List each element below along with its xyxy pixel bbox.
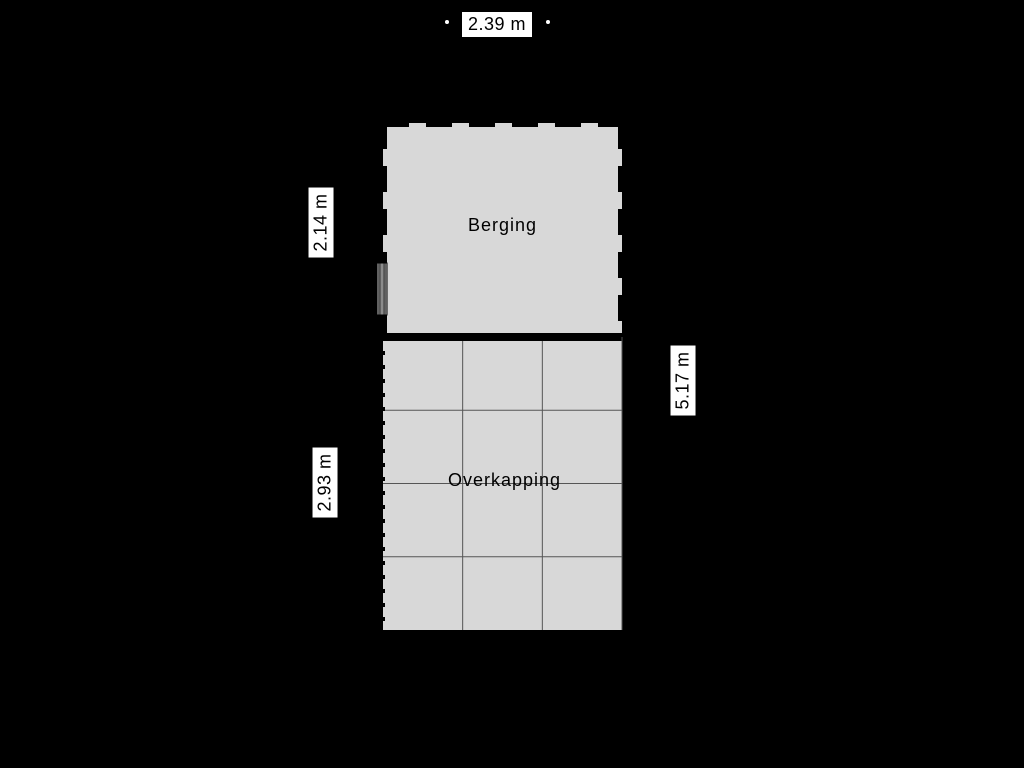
wall-dot: [381, 365, 385, 369]
wall-dot: [381, 435, 385, 439]
wall-dot: [381, 379, 385, 383]
wall-dot: [381, 533, 385, 537]
wall-dot: [381, 589, 385, 593]
wall-dot: [381, 463, 385, 467]
wall-dot: [381, 421, 385, 425]
dim-tick: [546, 20, 550, 24]
dim-tick: [445, 20, 449, 24]
wall-dot: [381, 547, 385, 551]
wall-dot: [381, 337, 385, 341]
wall-dot: [381, 407, 385, 411]
room-label-berging: Berging: [468, 215, 537, 236]
dim-height-overkapping: 2.93 m: [313, 447, 338, 517]
wall-dot: [381, 561, 385, 565]
floorplan-svg: [0, 0, 1024, 768]
wall-dot: [381, 505, 385, 509]
wall-dot: [381, 449, 385, 453]
wall-dot: [381, 603, 385, 607]
wall-dot: [381, 575, 385, 579]
wall-dot: [381, 519, 385, 523]
wall-dot: [381, 491, 385, 495]
wall-dot: [381, 617, 385, 621]
wall-dot: [381, 477, 385, 481]
wall-dot: [381, 351, 385, 355]
dim-height-total: 5.17 m: [671, 345, 696, 415]
dim-height-berging: 2.14 m: [309, 187, 334, 257]
room-label-overkapping: Overkapping: [448, 470, 561, 491]
dim-width-top: 2.39 m: [462, 12, 532, 37]
floorplan-stage: 2.39 m 2.14 m 2.93 m 5.17 m Berging Over…: [0, 0, 1024, 768]
wall-dot: [381, 393, 385, 397]
